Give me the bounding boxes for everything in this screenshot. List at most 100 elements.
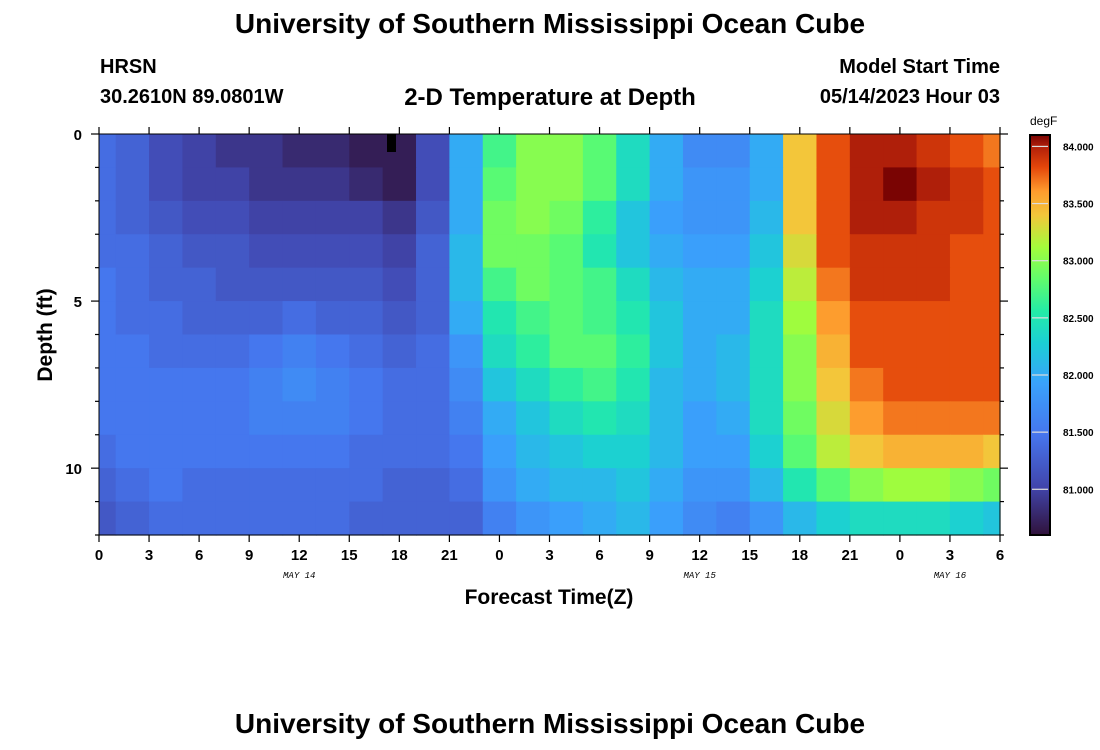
heatmap-cell: [582, 134, 617, 169]
heatmap-cell: [849, 200, 884, 235]
heatmap-cell: [516, 167, 551, 202]
heatmap-cell: [916, 134, 951, 169]
heatmap-cell: [215, 134, 250, 169]
heatmap-cell: [315, 267, 350, 302]
heatmap-cell: [315, 468, 350, 503]
heatmap-cell: [549, 367, 584, 402]
heatmap-cell: [315, 234, 350, 269]
heatmap-cell: [849, 501, 884, 536]
heatmap-cell: [416, 334, 450, 369]
heatmap-cell: [249, 468, 284, 503]
heatmap-cell: [115, 234, 150, 269]
heatmap-cell: [516, 367, 551, 402]
heatmap-cell: [883, 167, 918, 202]
heatmap-cell: [682, 167, 717, 202]
heatmap-cell: [616, 167, 651, 202]
heatmap-cell: [182, 367, 217, 402]
heatmap-cell: [616, 334, 651, 369]
heatmap-cell: [282, 134, 317, 169]
heatmap-cell: [749, 234, 784, 269]
heatmap-cell: [382, 367, 417, 402]
heatmap-cell: [449, 501, 484, 536]
heatmap-cell: [883, 134, 918, 169]
heatmap-cell: [916, 334, 951, 369]
heatmap-cell: [616, 468, 651, 503]
heatmap-cell: [816, 367, 851, 402]
heatmap-cell: [883, 501, 918, 536]
heatmap-cell: [449, 334, 484, 369]
heatmap-cell: [416, 267, 450, 302]
heatmap-cell: [249, 334, 284, 369]
heatmap-cell: [282, 234, 317, 269]
heatmap-cell: [649, 134, 684, 169]
heatmap-cell: [783, 434, 818, 469]
heatmap-cell: [149, 501, 184, 536]
heatmap-cell: [749, 267, 784, 302]
heatmap-cell: [182, 501, 217, 536]
heatmap-cell: [883, 401, 918, 436]
heatmap-cell: [115, 468, 150, 503]
heatmap-cell: [649, 334, 684, 369]
heatmap-cell: [582, 501, 617, 536]
heatmap-cell: [99, 367, 117, 402]
heatmap-cell: [149, 434, 184, 469]
heatmap-cell: [282, 167, 317, 202]
heatmap-cell: [716, 367, 751, 402]
heatmap-cell: [315, 334, 350, 369]
heatmap-cell: [783, 468, 818, 503]
heatmap-cell: [382, 401, 417, 436]
heatmap-cell: [99, 334, 117, 369]
heatmap-cell: [99, 267, 117, 302]
heatmap-cell: [215, 301, 250, 336]
heatmap-cell: [449, 401, 484, 436]
y-axis: 0 5 10: [65, 127, 1008, 536]
heatmap-cell: [99, 468, 117, 503]
heatmap-cell: [249, 401, 284, 436]
heatmap-cell: [816, 200, 851, 235]
heatmap-cell: [883, 234, 918, 269]
heatmap-cell: [482, 267, 517, 302]
heatmap-cell: [115, 267, 150, 302]
heatmap-cell: [549, 267, 584, 302]
heatmap-cell: [282, 301, 317, 336]
heatmap-cell: [816, 167, 851, 202]
heatmap-cell: [416, 167, 450, 202]
heatmap-cell: [549, 234, 584, 269]
heatmap-cell: [949, 134, 984, 169]
heatmap-cells: [99, 134, 1001, 536]
heatmap-cell: [249, 267, 284, 302]
heatmap-cell: [215, 401, 250, 436]
heatmap-cell: [416, 301, 450, 336]
heatmap-cell: [449, 468, 484, 503]
model-start-value: 05/14/2023 Hour 03: [819, 86, 1000, 108]
heatmap-cell: [249, 367, 284, 402]
heatmap-cell: [783, 367, 818, 402]
heatmap-cell: [816, 468, 851, 503]
heatmap-cell: [149, 134, 184, 169]
station-coordinates: 30.2610N 89.0801W: [100, 86, 284, 108]
heatmap-cell: [315, 200, 350, 235]
heatmap-cell: [682, 334, 717, 369]
heatmap-cell: [115, 501, 150, 536]
heatmap-cell: [349, 301, 384, 336]
heatmap-cell: [916, 301, 951, 336]
x-tick-label: 18: [791, 547, 808, 564]
heatmap-cell: [883, 267, 918, 302]
heatmap-cell: [949, 468, 984, 503]
heatmap-cell: [983, 267, 1001, 302]
x-tick-label: 3: [545, 547, 553, 564]
heatmap-cell: [649, 367, 684, 402]
heatmap-cell: [382, 301, 417, 336]
heatmap-cell: [215, 167, 250, 202]
heatmap-cell: [783, 134, 818, 169]
heatmap-cell: [149, 234, 184, 269]
date-label: MAY 15: [683, 571, 716, 581]
heatmap-cell: [416, 501, 450, 536]
heatmap-cell: [182, 267, 217, 302]
heatmap-cell: [349, 134, 384, 169]
heatmap-cell: [315, 367, 350, 402]
heatmap-cell: [115, 301, 150, 336]
heatmap-cell: [349, 267, 384, 302]
heatmap-cell: [449, 200, 484, 235]
